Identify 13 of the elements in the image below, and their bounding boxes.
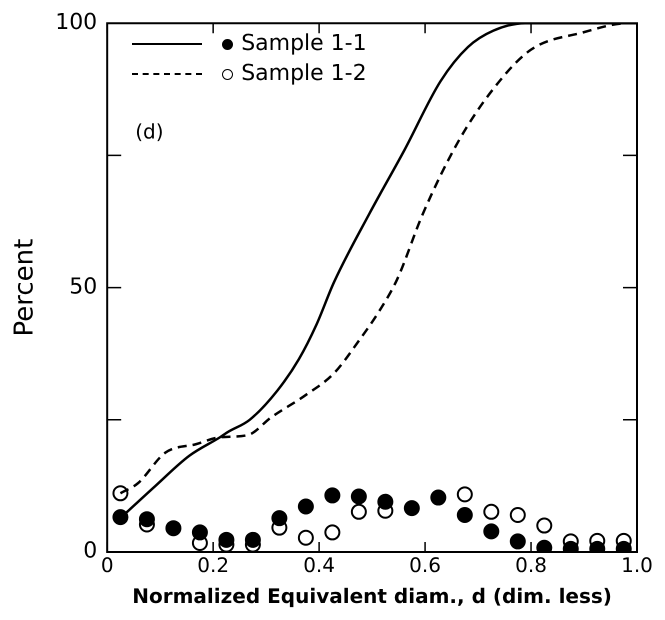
annotation: (d) <box>135 119 164 144</box>
y-tick-label: 50 <box>69 274 98 300</box>
legend-label: Sample 1-1 <box>241 30 367 58</box>
x-tick-label: 1.0 <box>621 553 653 578</box>
x-axis-title: Normalized Equivalent diam., d (dim. less) <box>132 584 612 608</box>
legend-label: Sample 1-2 <box>241 60 367 88</box>
x-tick-label: 0.2 <box>197 553 230 578</box>
x-tick-label: 0.4 <box>303 553 336 578</box>
y-tick-label: 100 <box>55 10 98 35</box>
x-tick-label: 0 <box>100 553 114 578</box>
x-tick-label: 0.6 <box>409 553 441 578</box>
x-tick-label: 0.8 <box>515 553 547 578</box>
y-axis-title: Percent <box>9 238 40 337</box>
